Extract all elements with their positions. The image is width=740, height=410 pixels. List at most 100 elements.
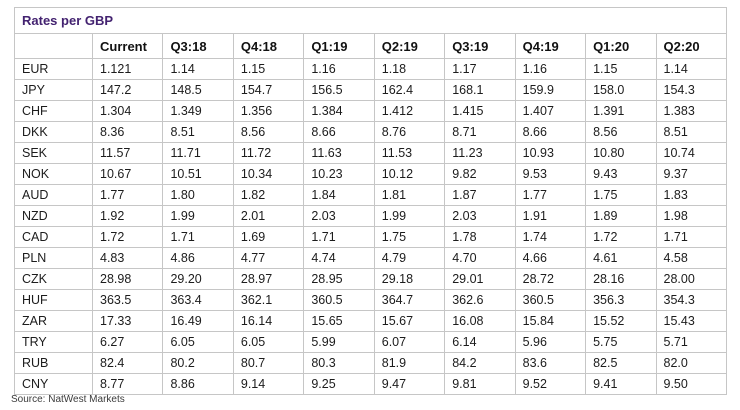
rate-value: 1.75 — [373, 226, 446, 248]
rate-value: 28.16 — [585, 268, 657, 290]
rate-value: 82.0 — [655, 352, 727, 374]
rate-value: 1.98 — [655, 205, 727, 227]
table-row-zar: ZAR 17.33 16.49 16.14 15.65 15.67 16.08 15.84 15… — [14, 310, 727, 332]
rate-value: 356.3 — [585, 289, 657, 311]
rate-value: 360.5 — [303, 289, 375, 311]
rate-value: 147.2 — [91, 79, 164, 101]
rate-value: 15.67 — [373, 310, 446, 332]
rate-value: 9.52 — [514, 373, 587, 395]
header-cell-q4-19: Q4:19 — [514, 33, 587, 59]
rate-value: 1.91 — [514, 205, 587, 227]
rate-value: 80.3 — [303, 352, 375, 374]
rate-value: 82.4 — [91, 352, 164, 374]
rate-value: 1.17 — [444, 58, 516, 80]
rate-value: 28.97 — [232, 268, 305, 290]
rate-value: 1.15 — [232, 58, 305, 80]
rate-value: 8.51 — [162, 121, 234, 143]
rate-value: 6.05 — [162, 331, 234, 353]
rate-value: 9.43 — [585, 163, 657, 185]
header-cell-q2-20: Q2:20 — [655, 33, 727, 59]
rate-value: 354.3 — [655, 289, 727, 311]
rate-value: 8.66 — [514, 121, 587, 143]
rate-value: 6.07 — [373, 331, 446, 353]
table-row-pln: PLN 4.83 4.86 4.77 4.74 4.79 4.70 4.66 4.61 4.58 — [14, 247, 727, 269]
header-cell-q4-18: Q4:18 — [232, 33, 305, 59]
rate-value: 8.51 — [655, 121, 727, 143]
rate-value: 1.14 — [162, 58, 234, 80]
rate-value: 8.56 — [585, 121, 657, 143]
rate-value: 82.5 — [585, 352, 657, 374]
currency-label: CHF — [14, 100, 93, 122]
rate-value: 9.82 — [444, 163, 516, 185]
rate-value: 9.47 — [373, 373, 446, 395]
rate-value: 154.3 — [655, 79, 727, 101]
rate-value: 1.99 — [162, 205, 234, 227]
currency-label: DKK — [14, 121, 93, 143]
rate-value: 1.72 — [91, 226, 164, 248]
rate-value: 15.43 — [655, 310, 727, 332]
rate-value: 158.0 — [585, 79, 657, 101]
rate-value: 11.23 — [444, 142, 516, 164]
rate-value: 80.7 — [232, 352, 305, 374]
currency-label: PLN — [14, 247, 93, 269]
table-row-rub: RUB 82.4 80.2 80.7 80.3 81.9 84.2 83.6 82.5 82.0 — [14, 352, 727, 374]
header-cell-blank — [14, 33, 93, 59]
table-row-nok: NOK 10.67 10.51 10.34 10.23 10.12 9.82 9.53 9.43… — [14, 163, 727, 185]
header-cell-q3-18: Q3:18 — [162, 33, 234, 59]
table-title-text: Rates per GBP — [22, 13, 114, 28]
table-row-cny: CNY 8.77 8.86 9.14 9.25 9.47 9.81 9.52 9.41 9.50 — [14, 373, 727, 395]
fx-forecast-table: Rates per GBP Current Q3:18 Q4:18 Q1:19 Q2:1… — [14, 7, 727, 395]
table-row-eur: EUR 1.121 1.14 1.15 1.16 1.18 1.17 1.16 1.15 1.14 — [14, 58, 727, 80]
rate-value: 29.18 — [373, 268, 446, 290]
rate-value: 4.77 — [232, 247, 305, 269]
rate-value: 364.7 — [373, 289, 446, 311]
rate-value: 81.9 — [373, 352, 446, 374]
rate-value: 9.41 — [585, 373, 657, 395]
rate-value: 154.7 — [232, 79, 305, 101]
rate-value: 5.75 — [585, 331, 657, 353]
rate-value: 9.53 — [514, 163, 587, 185]
rate-value: 1.71 — [162, 226, 234, 248]
rate-value: 363.4 — [162, 289, 234, 311]
table-row-jpy: JPY 147.2 148.5 154.7 156.5 162.4 168.1 159.9 15… — [14, 79, 727, 101]
rate-value: 8.71 — [444, 121, 516, 143]
rate-value: 15.65 — [303, 310, 375, 332]
currency-label: TRY — [14, 331, 93, 353]
rate-value: 1.74 — [514, 226, 587, 248]
rate-value: 1.69 — [232, 226, 305, 248]
rate-value: 11.63 — [303, 142, 375, 164]
rate-value: 10.34 — [232, 163, 305, 185]
rate-value: 11.53 — [373, 142, 446, 164]
rate-value: 9.37 — [655, 163, 727, 185]
rate-value: 28.95 — [303, 268, 375, 290]
currency-label: NZD — [14, 205, 93, 227]
rate-value: 168.1 — [444, 79, 516, 101]
rate-value: 5.96 — [514, 331, 587, 353]
table-row-try: TRY 6.27 6.05 6.05 5.99 6.07 6.14 5.96 5.75 5.71 — [14, 331, 727, 353]
currency-label: CZK — [14, 268, 93, 290]
rate-value: 6.14 — [444, 331, 516, 353]
currency-label: CAD — [14, 226, 93, 248]
rate-value: 363.5 — [91, 289, 164, 311]
rate-value: 1.415 — [444, 100, 516, 122]
rate-value: 8.66 — [303, 121, 375, 143]
rate-value: 10.51 — [162, 163, 234, 185]
rate-value: 4.58 — [655, 247, 727, 269]
rate-value: 4.74 — [303, 247, 375, 269]
header-cell-q3-19: Q3:19 — [444, 33, 516, 59]
rate-value: 5.99 — [303, 331, 375, 353]
currency-label: SEK — [14, 142, 93, 164]
rate-value: 15.52 — [585, 310, 657, 332]
rate-value: 1.72 — [585, 226, 657, 248]
rate-value: 1.349 — [162, 100, 234, 122]
rate-value: 9.50 — [655, 373, 727, 395]
rate-value: 16.49 — [162, 310, 234, 332]
table-row-sek: SEK 11.57 11.71 11.72 11.63 11.53 11.23 10.93 10… — [14, 142, 727, 164]
header-cell-q1-20: Q1:20 — [585, 33, 657, 59]
currency-label: CNY — [14, 373, 93, 395]
rate-value: 1.391 — [585, 100, 657, 122]
rate-value: 8.36 — [91, 121, 164, 143]
currency-label: NOK — [14, 163, 93, 185]
rate-value: 28.00 — [655, 268, 727, 290]
table-row-huf: HUF 363.5 363.4 362.1 360.5 364.7 362.6 360.5 35… — [14, 289, 727, 311]
